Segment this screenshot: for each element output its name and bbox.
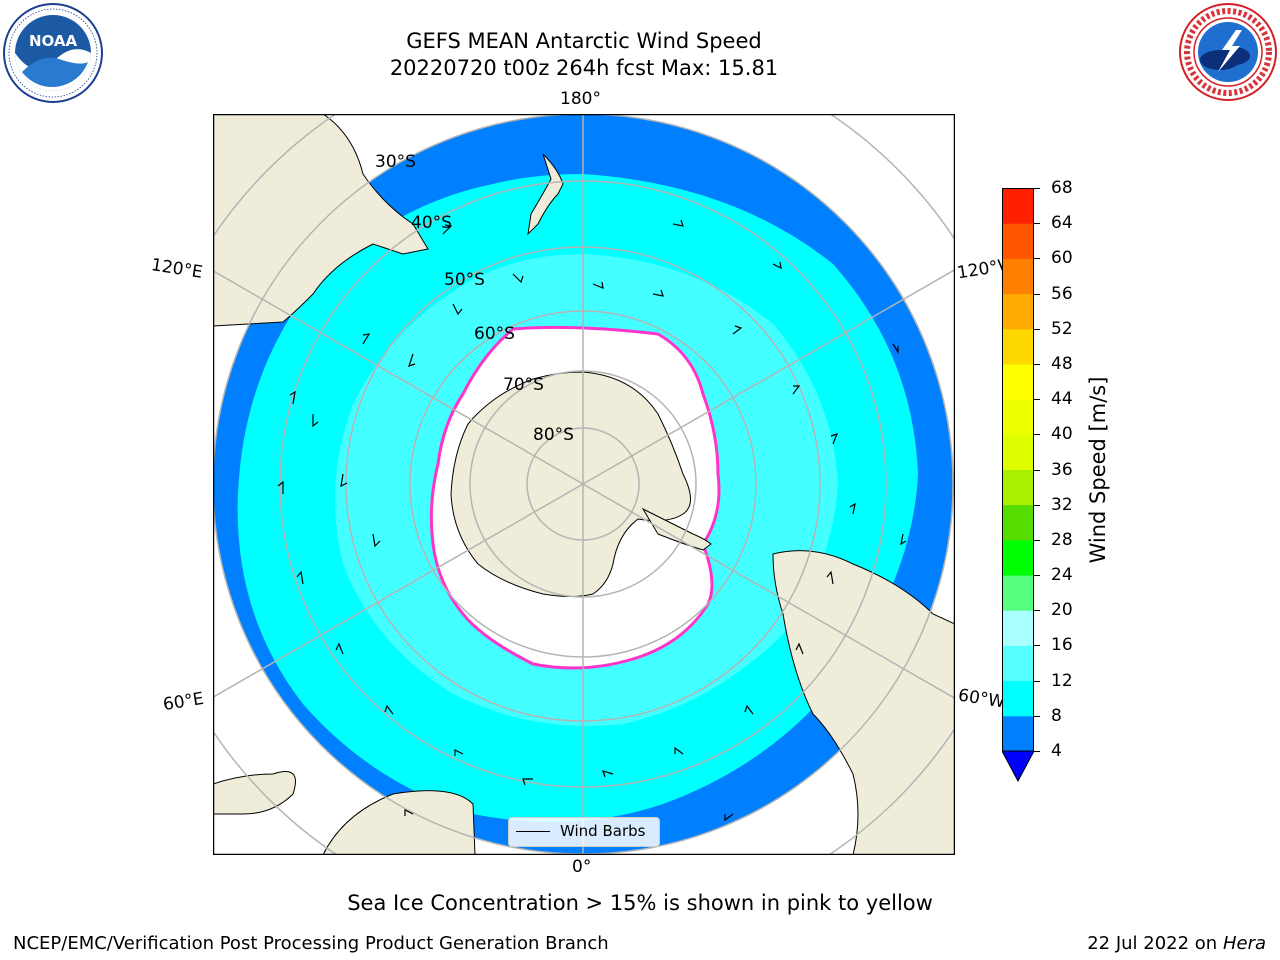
colorbar-tick-mark bbox=[1034, 223, 1040, 225]
colorbar-under-extension bbox=[1001, 750, 1035, 783]
wind-barbs bbox=[277, 219, 907, 822]
colorbar-segment bbox=[1002, 328, 1034, 365]
lat-label-60s: 60°S bbox=[474, 324, 515, 344]
lat-label-50s: 50°S bbox=[444, 270, 485, 290]
colorbar-tick-mark bbox=[1034, 363, 1040, 365]
colorbar-tick-mark bbox=[1034, 715, 1040, 717]
colorbar-segment bbox=[1002, 680, 1034, 717]
colorbar-tick-mark bbox=[1034, 258, 1040, 260]
chart-title: GEFS MEAN Antarctic Wind Speed bbox=[406, 29, 762, 53]
colorbar-tick-mark bbox=[1034, 680, 1040, 682]
colorbar-tick-mark bbox=[1034, 575, 1040, 577]
land-antarctica bbox=[450, 371, 691, 597]
colorbar-tick-label: 60 bbox=[1051, 248, 1073, 269]
colorbar-tick-mark bbox=[1034, 751, 1040, 752]
lon-label-180: 180° bbox=[560, 89, 601, 109]
colorbar-tick-label: 28 bbox=[1051, 529, 1073, 550]
sea-ice-caption: Sea Ice Concentration > 15% is shown in … bbox=[347, 891, 933, 915]
lon-label-0: 0° bbox=[572, 857, 592, 877]
colorbar-tick-label: 68 bbox=[1051, 178, 1073, 198]
noaa-logo-icon: NOAA bbox=[2, 2, 104, 104]
colorbar-segment bbox=[1002, 223, 1034, 259]
generation-date: 22 Jul 2022 on Hera bbox=[1087, 933, 1266, 954]
colorbar-tick-label: 52 bbox=[1051, 318, 1073, 339]
colorbar-tick-label: 24 bbox=[1051, 565, 1073, 586]
lat-label-40s: 40°S bbox=[411, 213, 452, 233]
colorbar-segment bbox=[1002, 188, 1034, 224]
wind-barb-legend-line bbox=[516, 831, 550, 832]
colorbar-segment bbox=[1002, 504, 1034, 541]
colorbar bbox=[1001, 188, 1035, 784]
colorbar-segment bbox=[1002, 575, 1034, 611]
colorbar-segment bbox=[1002, 399, 1034, 435]
colorbar-tick-label: 32 bbox=[1051, 494, 1073, 515]
credit-text: NCEP/EMC/Verification Post Processing Pr… bbox=[13, 933, 609, 954]
date-text: 22 Jul 2022 on bbox=[1087, 933, 1223, 954]
colorbar-tick-label: 40 bbox=[1051, 424, 1073, 445]
colorbar-segment bbox=[1002, 539, 1034, 576]
colorbar-tick-label: 12 bbox=[1051, 670, 1073, 691]
machine-name: Hera bbox=[1222, 933, 1266, 954]
colorbar-segment bbox=[1002, 293, 1034, 330]
colorbar-tick-label: 4 bbox=[1051, 741, 1062, 761]
lat-label-80s: 80°S bbox=[533, 425, 574, 445]
colorbar-outline bbox=[1002, 188, 1034, 752]
colorbar-title: Wind Speed [m/s] bbox=[1086, 376, 1110, 564]
lat-label-70s: 70°S bbox=[503, 375, 544, 395]
colorbar-tick-label: 64 bbox=[1051, 213, 1073, 234]
antarctic-peninsula bbox=[641, 507, 712, 551]
colorbar-tick-mark bbox=[1034, 293, 1040, 295]
colorbar-segment bbox=[1002, 645, 1034, 682]
colorbar-tick-mark bbox=[1034, 645, 1040, 647]
map-legend bbox=[508, 817, 660, 847]
colorbar-tick-label: 48 bbox=[1051, 353, 1073, 374]
noaa-logo-text: NOAA bbox=[28, 32, 78, 50]
land-madagascar bbox=[213, 771, 296, 815]
colorbar-tick-mark bbox=[1034, 539, 1040, 541]
colorbar-segment bbox=[1002, 363, 1034, 400]
colorbar-tick-mark bbox=[1034, 188, 1040, 189]
colorbar-segment bbox=[1002, 610, 1034, 646]
colorbar-tick-label: 44 bbox=[1051, 389, 1073, 410]
colorbar-tick-label: 20 bbox=[1051, 600, 1073, 621]
map-legend-label: Wind Barbs bbox=[560, 822, 646, 840]
colorbar-tick-mark bbox=[1034, 610, 1040, 612]
colorbar-tick-label: 8 bbox=[1051, 705, 1062, 726]
colorbar-tick-mark bbox=[1034, 434, 1040, 436]
lon-label-120e: 120°E bbox=[149, 255, 204, 283]
colorbar-segment bbox=[1002, 469, 1034, 506]
colorbar-tick-label: 16 bbox=[1051, 635, 1073, 656]
lat-label-30s: 30°S bbox=[375, 152, 416, 172]
colorbar-tick-label: 36 bbox=[1051, 459, 1073, 480]
antarctic-wind-speed-map: 30°S 40°S 50°S 60°S 70°S 80°S Wind Barbs bbox=[212, 113, 956, 856]
nws-logo-icon bbox=[1178, 2, 1278, 102]
colorbar-tick-mark bbox=[1034, 504, 1040, 506]
lon-label-60w: 60°W bbox=[956, 685, 1007, 713]
colorbar-segment bbox=[1002, 715, 1034, 752]
colorbar-tick-mark bbox=[1034, 469, 1040, 471]
land-new-zealand bbox=[527, 153, 564, 236]
lon-label-60e: 60°E bbox=[161, 688, 206, 716]
colorbar-segment bbox=[1002, 434, 1034, 470]
colorbar-segment bbox=[1002, 258, 1034, 295]
colorbar-tick-mark bbox=[1034, 328, 1040, 330]
chart-subtitle: 20220720 t00z 264h fcst Max: 15.81 bbox=[389, 56, 779, 80]
colorbar-tick-label: 56 bbox=[1051, 283, 1073, 304]
colorbar-tick-mark bbox=[1034, 399, 1040, 401]
